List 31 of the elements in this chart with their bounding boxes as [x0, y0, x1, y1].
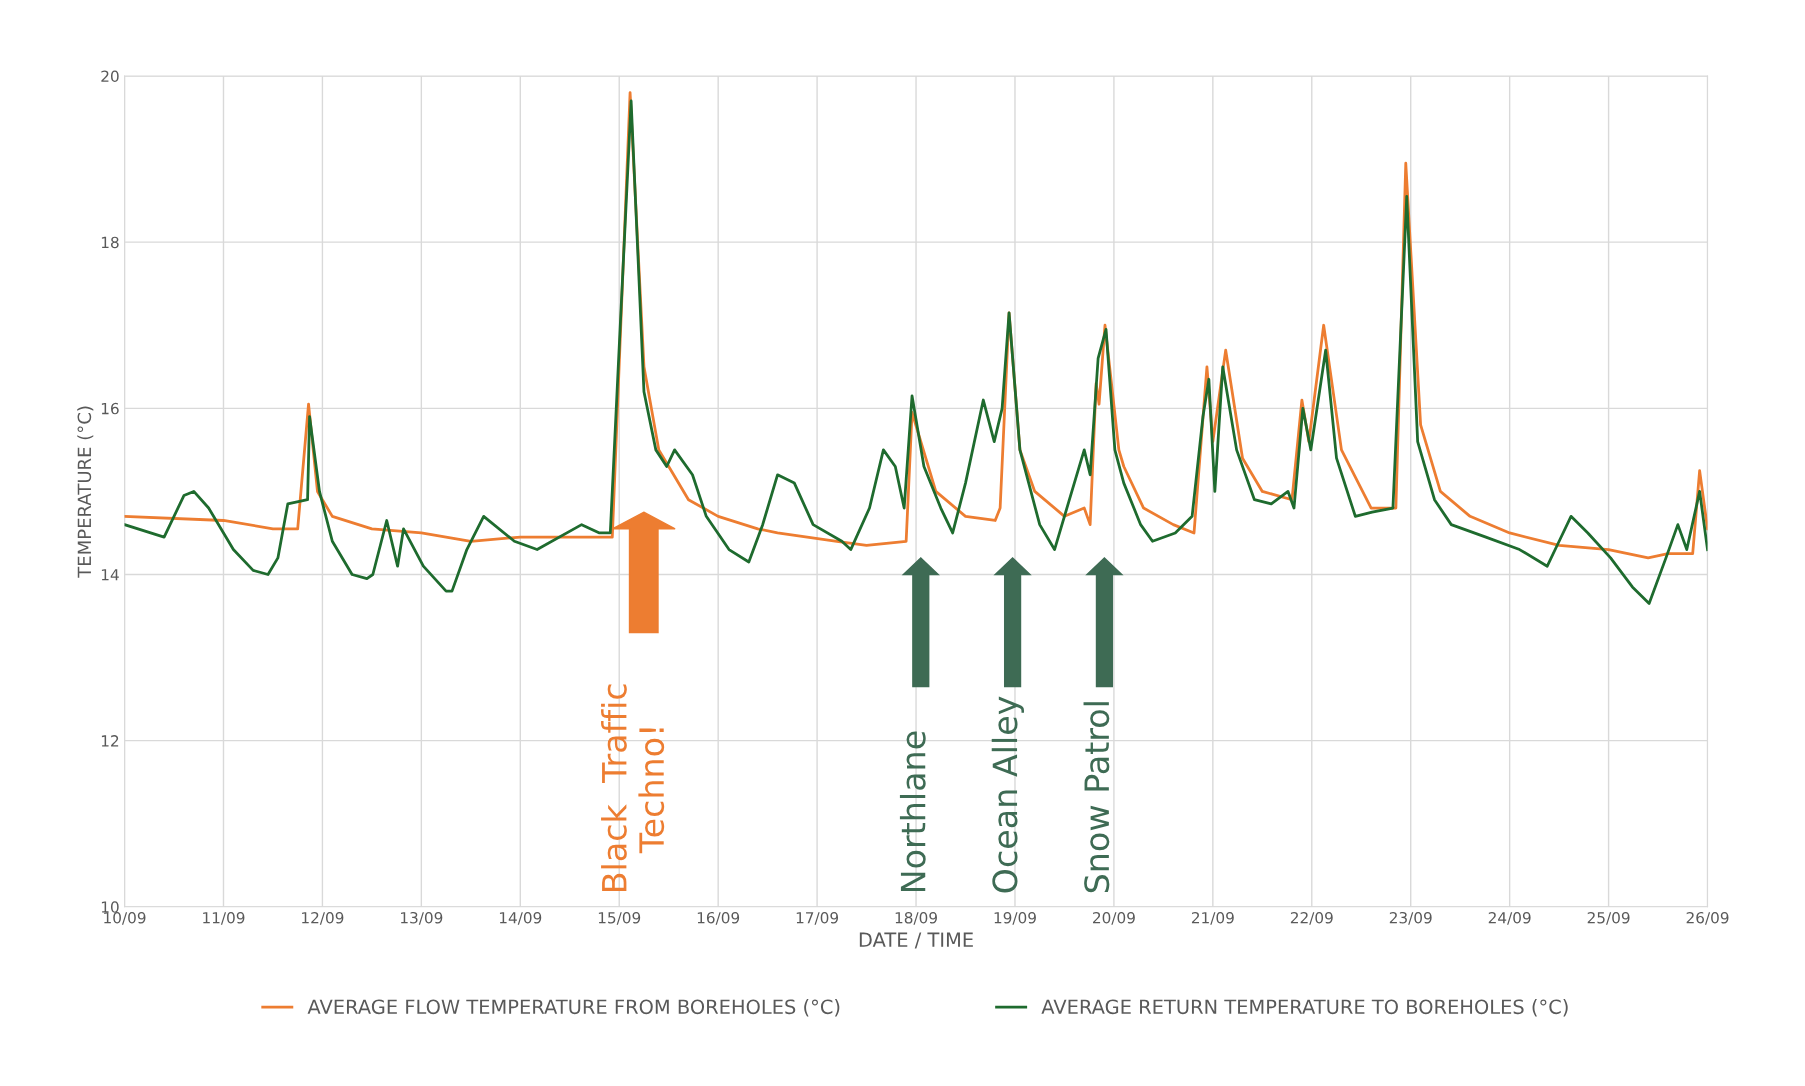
x-tick-label: 14/09 — [499, 911, 542, 925]
legend-label: AVERAGE FLOW TEMPERATURE FROM BOREHOLES (°C) — [307, 999, 840, 1017]
x-tick-label: 17/09 — [796, 911, 839, 925]
x-tick-label: 20/09 — [1093, 911, 1135, 925]
y-tick-label: 18 — [101, 236, 119, 249]
x-tick-label: 26/09 — [1686, 911, 1729, 925]
x-axis-title: DATE / TIME — [859, 932, 973, 949]
annotation: Black Traffic Techno! — [601, 684, 665, 892]
y-tick-label: 10 — [101, 901, 119, 913]
annotation: Ocean Alley — [991, 696, 1024, 893]
x-tick-label: 21/09 — [1191, 911, 1234, 925]
annotation: Northlane — [899, 731, 926, 892]
x-tick-label: 23/09 — [1389, 911, 1432, 925]
y-tick-label: 20 — [101, 70, 119, 83]
legend-label: AVERAGE RETURN TEMPERATURE TO BOREHOLES (°C) — [1041, 999, 1568, 1017]
x-tick-label: 13/09 — [401, 911, 443, 925]
x-tick-label: 10/09 — [104, 911, 146, 925]
x-tick-label: 12/09 — [302, 911, 344, 925]
annotation: Snow Patrol — [1083, 702, 1110, 893]
x-tick-label: 22/09 — [1290, 911, 1333, 925]
y-axis-title: TEMPERATURE (°C) — [77, 406, 94, 578]
x-tick-label: 19/09 — [994, 911, 1036, 925]
x-tick-label: 25/09 — [1587, 911, 1630, 925]
y-tick-label: 16 — [101, 402, 119, 415]
x-tick-label: 24/09 — [1488, 911, 1531, 925]
y-tick-label: 14 — [101, 569, 119, 581]
x-tick-label: 16/09 — [697, 911, 740, 925]
x-tick-label: 11/09 — [203, 911, 245, 925]
x-tick-label: 15/09 — [598, 911, 641, 925]
y-tick-label: 12 — [101, 735, 119, 747]
x-tick-label: 18/09 — [895, 911, 937, 925]
